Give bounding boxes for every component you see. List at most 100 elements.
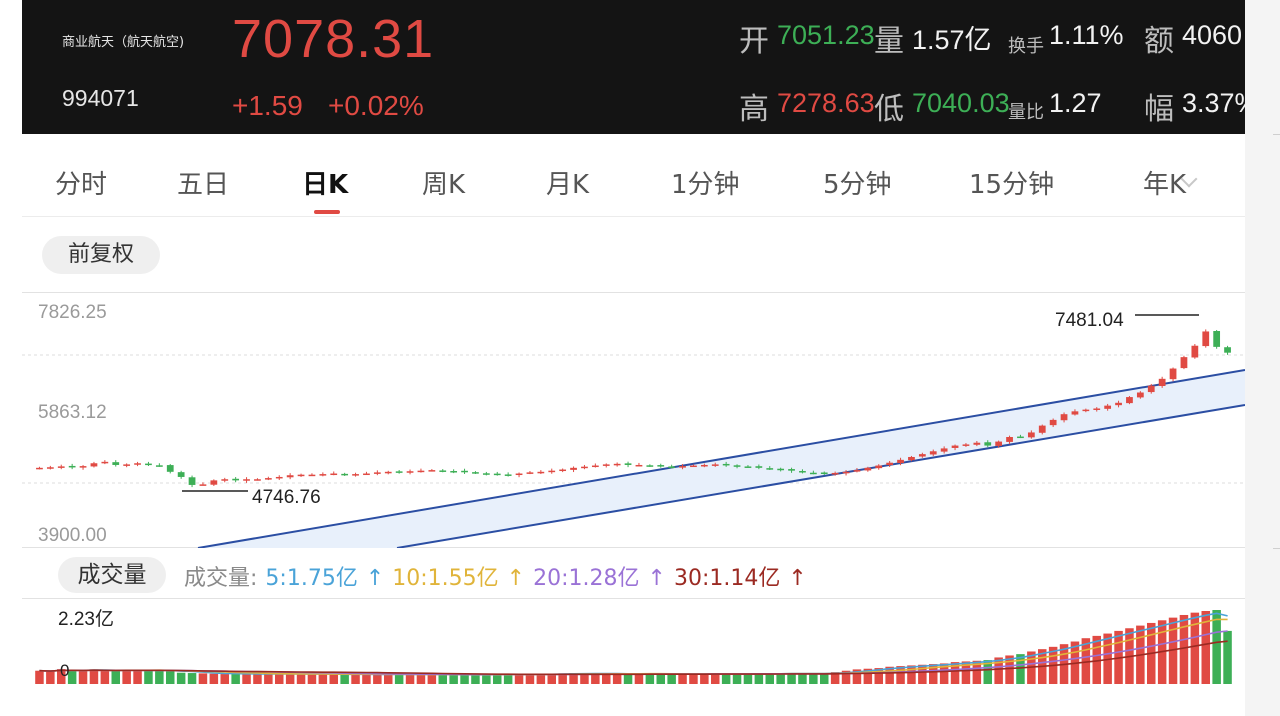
y-label-mid: 5863.12 — [38, 402, 107, 423]
candle — [450, 469, 458, 474]
vol-ma30-line — [39, 640, 1228, 676]
volume-bar — [416, 674, 426, 684]
candle-body — [613, 463, 621, 466]
candle — [929, 449, 937, 457]
price-chart[interactable]: 7826.25 5863.12 3900.00 7481.04 4746.76 — [22, 292, 1245, 548]
candle — [799, 469, 806, 474]
candle — [700, 463, 708, 468]
tab-weekly-k[interactable]: 周K — [422, 170, 466, 200]
candle-body — [1180, 357, 1188, 369]
candle — [1191, 344, 1199, 359]
volume-chart[interactable]: 2.23亿 0 — [22, 598, 1245, 686]
candle-body — [929, 451, 937, 455]
index-code: 994071 — [62, 85, 139, 111]
volume-bar — [405, 674, 415, 684]
volume-bar — [612, 673, 622, 684]
volume-bar — [176, 672, 186, 684]
volume-bar — [449, 675, 458, 684]
candle — [548, 468, 556, 474]
volume-bar — [961, 661, 971, 684]
candle-body — [1104, 405, 1112, 409]
candle — [995, 440, 1003, 448]
volume-bar — [35, 670, 44, 684]
volume-bar — [187, 673, 197, 684]
right-scroll-edge — [1245, 0, 1280, 716]
volume-bar — [710, 673, 720, 684]
candle — [406, 469, 414, 475]
candle — [657, 463, 665, 468]
volume-bar — [787, 673, 796, 684]
volume-bar — [918, 664, 927, 684]
tab-1min[interactable]: 1分钟 — [671, 170, 740, 200]
candle — [1136, 391, 1144, 399]
volume-bar — [122, 669, 131, 684]
volume-bar — [983, 660, 993, 684]
candle — [352, 472, 359, 477]
candle-body — [134, 463, 141, 465]
candle-body — [820, 472, 828, 474]
candle — [461, 468, 468, 474]
candle-body — [1158, 378, 1166, 387]
vol-ma5-text: 5:1.75亿 — [265, 566, 358, 591]
volume-bar — [1223, 630, 1232, 684]
turnover-label: 换手 — [1008, 36, 1044, 57]
vol-ma20: 20:1.28亿 ↑ — [533, 566, 666, 591]
volume-bar — [285, 673, 295, 684]
tab-yearly-k[interactable]: 年K — [1143, 170, 1187, 200]
candle — [1038, 424, 1046, 435]
candle — [1224, 345, 1231, 355]
candle — [155, 463, 163, 467]
volume-bar — [776, 673, 785, 684]
tab-monthly-k[interactable]: 月K — [546, 170, 590, 200]
volume-bar — [67, 670, 77, 684]
tab-minute[interactable]: 分时 — [55, 170, 108, 200]
volume-bar — [591, 674, 600, 684]
volume-bar — [318, 674, 328, 684]
volume-indicator-button[interactable]: 成交量 — [58, 557, 166, 593]
volume-bar — [830, 672, 840, 684]
volume-bar — [743, 674, 753, 684]
volume-bar — [809, 674, 818, 684]
candle — [36, 466, 43, 470]
tab-five-day[interactable]: 五日 — [177, 170, 230, 200]
adjust-mode-button[interactable]: 前复权 — [42, 236, 160, 274]
volume-bar — [601, 673, 611, 684]
volume-bar — [1190, 612, 1200, 684]
candle-body — [831, 472, 839, 475]
candle-body — [548, 470, 556, 473]
candle — [1147, 383, 1155, 394]
candle — [875, 464, 883, 470]
volume-bar — [296, 674, 306, 684]
volume-bar — [78, 670, 88, 684]
candle — [984, 440, 992, 448]
candle — [526, 471, 534, 475]
candle-body — [766, 468, 774, 470]
candle-body — [482, 473, 490, 475]
candle-body — [264, 478, 272, 480]
candle — [254, 478, 261, 481]
candle-body — [591, 465, 599, 468]
volume-bar — [1168, 617, 1178, 684]
candle — [1017, 434, 1024, 439]
candle — [842, 470, 850, 476]
candle-body — [1213, 331, 1221, 347]
volume-bar — [994, 657, 1003, 684]
volume-bar — [231, 674, 240, 684]
candle-body — [1126, 397, 1133, 404]
candle-body — [493, 473, 501, 476]
volume-bar — [492, 674, 502, 684]
candle — [123, 463, 131, 468]
volume-bar — [383, 674, 393, 684]
volume-bar — [863, 668, 873, 684]
candle — [1049, 418, 1057, 428]
candle — [1169, 367, 1177, 382]
candle — [68, 463, 76, 470]
candle — [417, 468, 425, 473]
candle-body — [853, 470, 861, 472]
tab-5min[interactable]: 5分钟 — [823, 170, 892, 200]
candle — [134, 461, 141, 467]
tab-15min[interactable]: 15分钟 — [969, 170, 1055, 200]
tab-daily-k[interactable]: 日K — [302, 170, 349, 200]
candle-body — [297, 474, 305, 477]
candle-body — [777, 468, 785, 471]
